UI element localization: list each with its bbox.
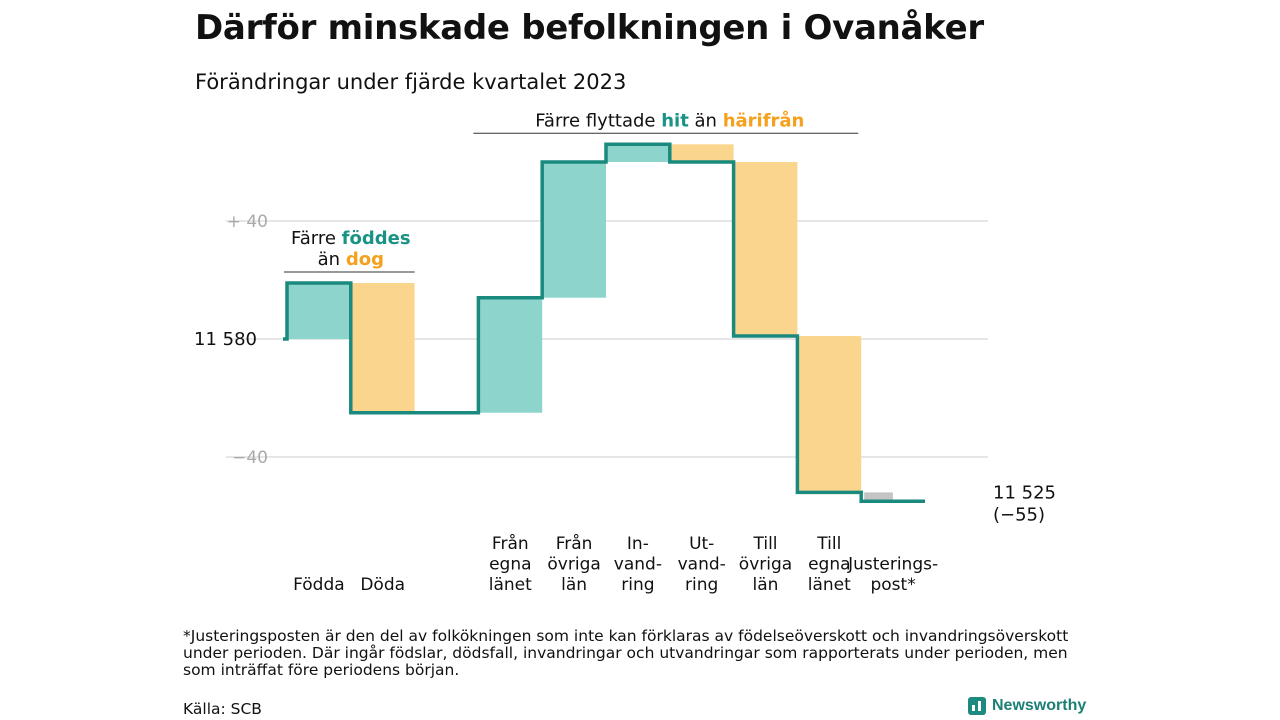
bar-chart-icon: [968, 697, 986, 715]
category-label: Från: [556, 533, 593, 554]
brand-logo[interactable]: Newsworthy: [968, 697, 1086, 715]
bar-positive: [478, 297, 543, 413]
bar-negative: [669, 144, 734, 162]
y-tick-label: −40: [232, 448, 268, 468]
category-label: vand-: [678, 555, 726, 575]
bar-positive: [606, 144, 670, 162]
category-label: Till: [816, 534, 841, 554]
category-label: län: [753, 575, 779, 595]
category-label: övriga: [739, 555, 792, 575]
change-value-label: (−55): [993, 504, 1045, 525]
annotation-label: Färre flyttade hit än härifrån: [535, 109, 804, 131]
bar-negative: [350, 282, 415, 413]
category-label: län: [561, 575, 587, 595]
chart-subtitle: Förändringar under fjärde kvartalet 2023: [195, 70, 627, 94]
category-label: Ut-: [689, 534, 714, 554]
footnote: *Justeringsposten är den del av folkökni…: [183, 627, 1069, 679]
cumulative-step-line: [283, 142, 925, 503]
bar-negative: [733, 162, 798, 337]
category-label: Döda: [360, 575, 405, 595]
annotation-label: Färre föddes: [291, 228, 411, 249]
category-label: post*: [870, 575, 915, 595]
category-label: länet: [489, 575, 532, 595]
category-label: Till: [752, 534, 777, 554]
start-value-label: 11 580: [194, 329, 257, 350]
category-label: Födda: [293, 575, 345, 595]
category-label: egna: [808, 555, 850, 575]
bar-adjustment: [864, 492, 893, 502]
category-label: Från: [492, 533, 529, 554]
bar-positive: [287, 282, 351, 339]
category-label: ring: [621, 575, 654, 595]
category-label: In-: [627, 534, 649, 554]
brand-name: Newsworthy: [992, 697, 1087, 714]
category-label: egna: [489, 555, 531, 575]
bar-positive: [542, 162, 606, 298]
category-label: övriga: [547, 555, 600, 575]
y-tick-label: + 40: [227, 212, 268, 232]
chart-title: Därför minskade befolkningen i Ovanåker: [195, 8, 984, 48]
category-label: länet: [808, 575, 851, 595]
category-label: Justerings-: [847, 555, 938, 575]
source-label: Källa: SCB: [183, 700, 262, 718]
end-value-label: 11 525: [993, 482, 1056, 503]
category-label: vand-: [614, 555, 662, 575]
bar-negative: [797, 336, 862, 493]
category-label: ring: [685, 575, 718, 595]
annotation-label: än dog: [318, 249, 384, 270]
